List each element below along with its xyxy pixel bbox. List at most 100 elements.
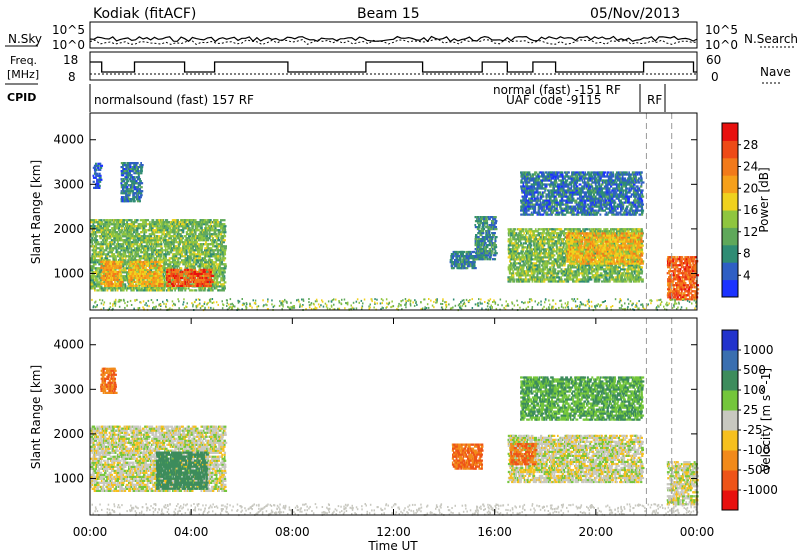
cell-0-180 [97,255,100,258]
cell-0-960 [136,245,139,248]
cell-0-4447 [544,238,548,241]
cell-0-914 [133,257,136,260]
cell-0-321 [104,235,108,238]
cell-0-3762 [482,222,485,225]
cell-0-1112 [144,259,147,262]
cell-0-276 [101,233,105,236]
cell-0-157 [95,283,98,286]
cell-0-2510 [215,279,219,282]
cell-0-4765 [568,276,572,279]
cell-0-3025 [153,260,157,263]
cell-0-587 [118,255,120,258]
cell-0-386 [107,253,110,256]
cell-0-2978 [146,268,149,271]
cell-0-4446 [544,248,547,251]
cell-0-3096 [170,272,173,275]
cell-0-2534 [216,275,219,278]
cell-0-2346 [207,287,212,290]
cell-0-191 [98,283,100,286]
cell-0-1249 [151,247,154,250]
cell-0-3697 [477,220,480,223]
cell-0-2134 [196,229,198,232]
cell-0-2911 [137,262,141,265]
cell-0-3094 [171,282,174,285]
cell-0-4029 [516,270,520,273]
cell-0-2513 [215,271,218,274]
cell-0-2287 [204,251,206,254]
cell-0-3886 [494,246,498,249]
cell-0-1465 [162,265,166,268]
cell-0-4439 [544,268,547,271]
cell-0-1616 [169,247,172,250]
cell-0-1139 [145,243,149,246]
cell-0-299 [102,227,105,230]
cell-0-148 [94,243,98,246]
cell-0-1782 [177,227,180,230]
cell-0-1987 [189,259,192,262]
cell-0-204 [98,243,101,246]
cell-0-4004 [514,254,518,257]
cell-0-1197 [148,255,152,258]
cell-0-115 [93,287,96,290]
cell-0-4333 [537,280,540,283]
cell-0-1250 [151,243,153,246]
cell-0-3930 [508,230,512,233]
cell-0-3911 [507,234,510,237]
cell-0-4070 [519,240,522,243]
cell-0-4501 [549,266,552,269]
cell-0-1737 [175,231,178,234]
cell-0-3730 [480,248,484,251]
cell-0-3634 [469,253,472,256]
cell-0-787 [127,219,130,222]
cell-0-121 [93,263,97,266]
cell-0-3541 [453,263,457,266]
cell-0-1876 [183,249,186,252]
cell-0-3958 [510,248,514,251]
cell-0-4482 [547,262,551,265]
cell-0-1681 [173,265,176,268]
cell-0-2943 [141,276,145,279]
cell-0-1749 [176,259,180,262]
cell-0-470 [112,257,115,260]
cell-0-3254 [202,270,206,273]
cell-0-4383 [540,276,544,279]
cell-0-4556 [552,248,556,251]
cell-0-674 [122,275,125,278]
cell-0-3707 [478,238,482,241]
cell-0-51 [90,269,94,272]
cell-0-3925 [508,250,511,253]
cell-0-3991 [513,250,517,253]
cell-0-3910 [507,238,511,241]
cell-0-4296 [535,280,539,283]
cell-0-1994 [189,243,192,246]
cell-0-938 [134,251,138,254]
cell-0-1069 [141,229,144,232]
cell-0-780 [127,235,131,238]
cell-0-1922 [185,253,188,256]
cell-0-4550 [552,274,555,277]
cell-0-1405 [159,251,163,254]
cell-0-4251 [531,270,535,273]
cell-0-3349 [125,192,128,195]
cell-0-2696 [102,278,106,281]
cell-0-343 [105,233,109,236]
cell-0-3207 [193,272,197,275]
cell-0-2998 [149,266,152,269]
cell-0-4111 [521,228,525,231]
cell-0-4077 [520,270,523,273]
cell-0-319 [104,241,108,244]
cell-0-4112 [522,280,525,283]
cell-0-2501 [214,227,217,230]
cell-0-1794 [178,251,181,254]
cell-0-103 [92,247,95,250]
cell-0-91 [92,281,96,284]
cell-0-508 [114,289,117,292]
cell-0-149 [94,241,98,244]
cell-0-3026 [154,284,157,287]
cell-0-4022 [515,240,518,243]
cell-0-1835 [181,259,183,262]
cell-0-509 [114,287,117,290]
cell-0-3494 [137,182,140,185]
cell-0-4034 [516,256,520,259]
cell-0-2515 [215,263,218,266]
